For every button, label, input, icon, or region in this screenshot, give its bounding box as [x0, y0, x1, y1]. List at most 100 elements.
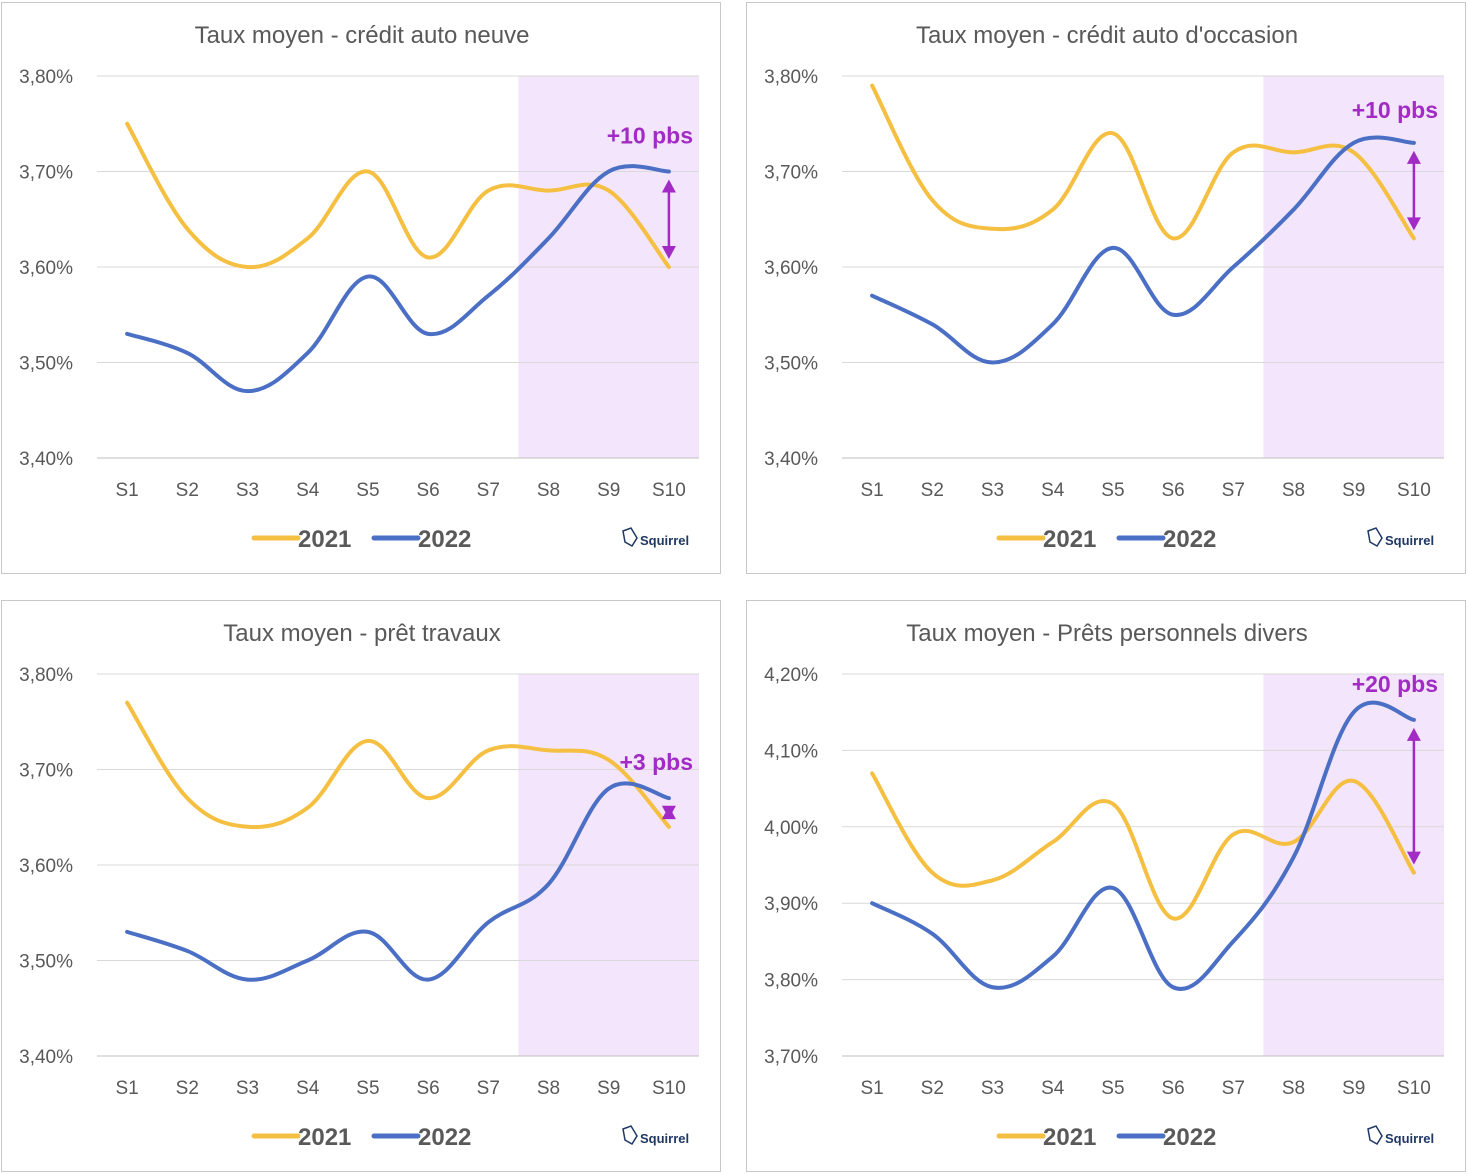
series-line-2022	[870, 700, 1416, 991]
x-tick-label: S5	[356, 1078, 379, 1099]
brand-logo: Squirrel	[1367, 1125, 1434, 1146]
series-line-2021	[125, 700, 671, 830]
series-line-2022	[870, 135, 1416, 365]
chart-title: Taux moyen - prêt travaux	[223, 620, 500, 647]
legend-label-2021: 2021	[298, 1124, 351, 1151]
legend-label-2022: 2022	[418, 526, 471, 553]
y-tick-label: 3,50%	[764, 354, 818, 375]
annotation-label: +10 pbs	[607, 123, 693, 149]
series-line-2022	[125, 781, 671, 982]
y-tick-label: 4,10%	[764, 741, 818, 762]
chart-svg: Taux moyen - crédit auto neuve 3,40% 3,50%…	[19, 22, 699, 553]
brand-name: Squirrel	[1385, 533, 1434, 548]
x-tick-label: S6	[416, 480, 439, 501]
x-tick-label: S2	[176, 480, 199, 501]
y-tick-label: 4,00%	[764, 818, 818, 839]
x-tick-label: S4	[1041, 1078, 1065, 1099]
x-tick-label: S1	[860, 1078, 883, 1099]
x-tick-label: S10	[1397, 480, 1431, 501]
arrow-head-down-icon	[1406, 217, 1421, 231]
brand-logo: Squirrel	[1367, 527, 1434, 548]
x-tick-label: S5	[1101, 480, 1124, 501]
x-tick-label: S3	[981, 480, 1004, 501]
y-tick-label: 3,90%	[764, 894, 818, 915]
brand-name: Squirrel	[640, 533, 689, 548]
x-tick-label: S2	[921, 480, 944, 501]
chart-svg: Taux moyen - crédit auto d'occasion 3,40%…	[764, 22, 1444, 553]
arrow-head-up-icon	[661, 179, 676, 193]
chart-title: Taux moyen - crédit auto d'occasion	[916, 22, 1298, 49]
x-tick-label: S10	[652, 1078, 686, 1099]
x-tick-label: S6	[416, 1078, 439, 1099]
legend-label-2021: 2021	[298, 526, 351, 553]
squirrel-logo-icon	[1367, 527, 1383, 548]
x-tick-label: S4	[296, 480, 320, 501]
legend-label-2022: 2022	[418, 1124, 471, 1151]
y-tick-label: 3,70%	[764, 163, 818, 184]
squirrel-logo-icon	[622, 1125, 638, 1146]
y-tick-label: 3,50%	[19, 952, 73, 973]
arrow-head-down-icon	[661, 246, 676, 259]
chart-svg: Taux moyen - Prêts personnels divers 3,70…	[764, 620, 1444, 1151]
legend-label-2022: 2022	[1163, 526, 1216, 553]
x-tick-label: S7	[1222, 480, 1245, 501]
chart-panel-credit-auto-occasion: Taux moyen - crédit auto d'occasion 3,40%…	[746, 2, 1466, 574]
chart-panel-pret-travaux: Taux moyen - prêt travaux 3,40% 3,50% 3,60%…	[1, 600, 721, 1172]
y-tick-label: 3,80%	[764, 67, 818, 88]
x-tick-label: S8	[1282, 480, 1305, 501]
x-tick-label: S9	[1342, 480, 1365, 501]
brand-logo: Squirrel	[622, 527, 689, 548]
arrow-head-down-icon	[1406, 851, 1421, 865]
x-tick-label: S6	[1161, 480, 1184, 501]
brand-name: Squirrel	[640, 1131, 689, 1146]
series-line-2021	[125, 121, 671, 270]
series-line-2021	[870, 771, 1416, 921]
y-tick-label: 3,60%	[19, 856, 73, 877]
x-tick-label: S5	[356, 480, 379, 501]
x-tick-label: S9	[1342, 1078, 1365, 1099]
x-tick-label: S5	[1101, 1078, 1124, 1099]
arrow-head-down-icon	[661, 805, 676, 819]
x-tick-label: S7	[1222, 1078, 1245, 1099]
x-tick-label: S1	[115, 480, 138, 501]
squirrel-logo-icon	[622, 527, 638, 548]
annotation-label: +10 pbs	[1352, 97, 1438, 123]
chart-panel-prets-personnels-divers: Taux moyen - Prêts personnels divers 3,70…	[746, 600, 1466, 1172]
y-tick-label: 4,20%	[764, 665, 818, 686]
y-tick-label: 3,40%	[19, 1047, 73, 1068]
x-tick-label: S3	[236, 480, 259, 501]
x-tick-label: S3	[236, 1078, 259, 1099]
x-tick-label: S7	[477, 480, 500, 501]
y-tick-label: 3,70%	[764, 1047, 818, 1068]
x-tick-label: S8	[537, 480, 560, 501]
x-tick-label: S9	[597, 480, 620, 501]
x-tick-label: S2	[176, 1078, 199, 1099]
y-tick-label: 3,80%	[19, 67, 73, 88]
series-line-2021	[870, 83, 1416, 241]
y-tick-label: 3,80%	[19, 665, 73, 686]
x-tick-label: S9	[597, 1078, 620, 1099]
y-tick-label: 3,60%	[19, 258, 73, 279]
arrow-head-up-icon	[1406, 150, 1421, 164]
y-tick-label: 3,70%	[19, 163, 73, 184]
squirrel-logo-icon	[1367, 1125, 1383, 1146]
x-tick-label: S10	[652, 480, 686, 501]
annotation-label: +3 pbs	[619, 749, 693, 775]
x-tick-label: S3	[981, 1078, 1004, 1099]
chart-panel-credit-auto-neuve: Taux moyen - crédit auto neuve 3,40% 3,50%…	[1, 2, 721, 574]
x-tick-label: S1	[860, 480, 883, 501]
chart-svg: Taux moyen - prêt travaux 3,40% 3,50% 3,60%…	[19, 620, 699, 1151]
y-tick-label: 3,60%	[764, 258, 818, 279]
y-tick-label: 3,50%	[19, 354, 73, 375]
x-tick-label: S10	[1397, 1078, 1431, 1099]
x-tick-label: S4	[296, 1078, 320, 1099]
legend-label-2021: 2021	[1043, 1124, 1096, 1151]
arrow-head-up-icon	[1406, 727, 1421, 741]
y-tick-label: 3,40%	[764, 449, 818, 470]
y-tick-label: 3,80%	[764, 971, 818, 992]
x-tick-label: S7	[477, 1078, 500, 1099]
annotation-label: +20 pbs	[1352, 671, 1438, 697]
brand-name: Squirrel	[1385, 1131, 1434, 1146]
legend-label-2021: 2021	[1043, 526, 1096, 553]
series-line-2022	[125, 164, 671, 394]
